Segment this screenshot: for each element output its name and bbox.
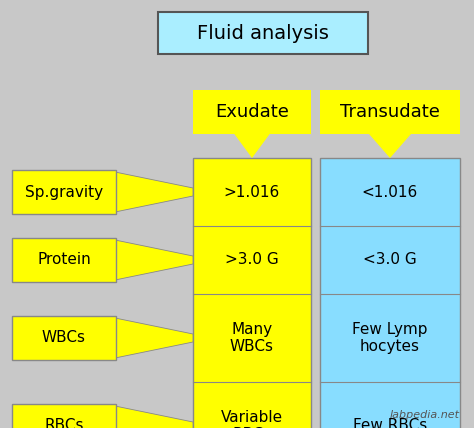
Text: >3.0 G: >3.0 G [225, 253, 279, 268]
Text: RBCs: RBCs [44, 419, 84, 428]
FancyBboxPatch shape [12, 316, 116, 360]
FancyBboxPatch shape [320, 158, 460, 428]
Text: Protein: Protein [37, 253, 91, 268]
Text: labpedia.net: labpedia.net [390, 410, 460, 420]
Text: Few Lymp
hocytes: Few Lymp hocytes [352, 322, 428, 354]
Polygon shape [116, 240, 193, 280]
Text: <1.016: <1.016 [362, 184, 418, 199]
Text: Few RBCs: Few RBCs [353, 419, 427, 428]
Polygon shape [116, 172, 193, 212]
FancyBboxPatch shape [193, 90, 311, 134]
Text: Many
WBCs: Many WBCs [230, 322, 274, 354]
Polygon shape [116, 406, 193, 428]
Text: WBCs: WBCs [42, 330, 86, 345]
FancyBboxPatch shape [158, 12, 368, 54]
Text: Fluid analysis: Fluid analysis [197, 24, 329, 42]
FancyBboxPatch shape [193, 158, 311, 428]
Text: Exudate: Exudate [215, 103, 289, 121]
FancyBboxPatch shape [320, 90, 460, 134]
FancyBboxPatch shape [12, 170, 116, 214]
Polygon shape [234, 134, 270, 158]
Text: Sp.gravity: Sp.gravity [25, 184, 103, 199]
Polygon shape [116, 318, 193, 358]
FancyBboxPatch shape [12, 238, 116, 282]
Text: Transudate: Transudate [340, 103, 440, 121]
FancyBboxPatch shape [12, 404, 116, 428]
Polygon shape [369, 134, 411, 158]
Text: >1.016: >1.016 [224, 184, 280, 199]
Text: Variable
RBCs: Variable RBCs [221, 410, 283, 428]
Text: <3.0 G: <3.0 G [363, 253, 417, 268]
